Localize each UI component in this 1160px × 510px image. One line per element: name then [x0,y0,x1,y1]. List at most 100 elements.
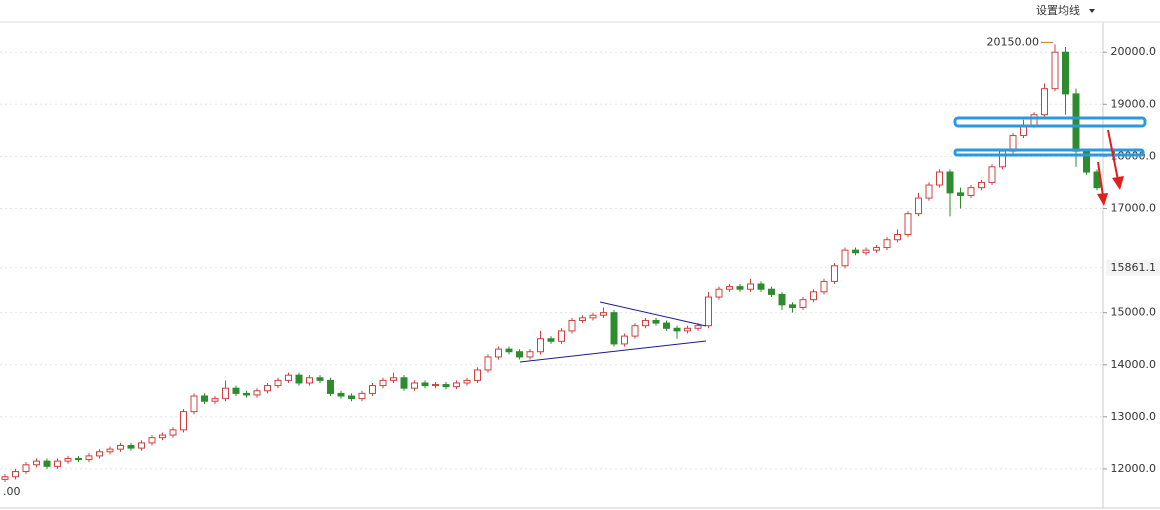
candle-body [348,395,355,400]
candle-body [453,382,460,388]
candle-body [915,197,922,215]
candle-body [946,171,954,194]
candle-body [201,395,208,402]
arrow-head [1097,193,1108,206]
candle-body [642,319,649,327]
candle-body [799,299,807,308]
candle-body [274,379,282,387]
candle-body [54,460,61,467]
candle-body [726,286,733,290]
candle-body [159,434,166,439]
candle-body [316,377,324,381]
candle-body [295,374,303,384]
candle-body [306,377,313,384]
candle-body [1051,51,1059,90]
candle-body [190,395,198,413]
candle-body [516,351,523,358]
candle-body [841,249,849,267]
candle-body [379,379,387,387]
candle-body [222,387,229,400]
level-box [953,148,1145,157]
candle-body [925,184,933,199]
candle-body [211,398,219,402]
candle-body [138,442,145,449]
candle-body [127,444,135,449]
candle-body [736,286,744,290]
dropdown-caret[interactable] [1089,9,1095,13]
candle-body [337,392,345,397]
candle-body [967,187,975,196]
candle-body [873,247,880,251]
y-tick-label: 17000.0 [1111,201,1157,214]
candle-body [484,356,492,371]
candle-body [327,379,334,394]
candle-body [400,377,408,389]
candle-body [22,464,30,473]
candle-body [12,471,19,478]
y-tick-label: 14000.0 [1111,358,1157,371]
candle-body [463,379,471,384]
candle-body [789,304,796,308]
candle-body [589,314,597,319]
candle-body [558,330,565,342]
candle-body [505,348,513,353]
arrow [1097,161,1104,197]
candle-body [243,392,250,396]
level-box [953,116,1147,128]
candle-body [432,384,439,387]
candle-body [694,325,702,329]
y-tick-label: 20000.0 [1111,45,1157,58]
candle-body [264,385,271,392]
candle-body [43,460,51,467]
candle-body [526,351,534,358]
current-price-label: 15861.1 [1111,261,1157,274]
candle-body [684,327,691,332]
candle-body [96,451,103,457]
candle-body [757,283,765,290]
candle-body [411,382,418,389]
candle-body [33,460,40,466]
candle-body [285,374,292,381]
max-label: 20150.00 [987,35,1040,48]
candle-body [831,265,838,282]
candle-body [547,338,555,342]
candle-body [621,335,628,345]
candle-body [421,382,429,387]
candle-body [495,348,502,358]
candle-body [1030,114,1038,126]
candle-body [75,458,82,461]
candle-body [778,293,786,306]
candle-body [715,288,723,298]
candle-body [978,181,985,189]
ma-settings-button[interactable]: 设置均线 [1036,3,1080,17]
candle-body [169,429,177,436]
candle-body [852,249,859,254]
y-tick-label: 13000.0 [1111,410,1157,423]
candle-body [747,283,754,290]
candle-body [358,392,366,400]
candle-body [631,325,639,337]
min-label: .00 [3,485,21,498]
candle-body [810,291,817,301]
candle-body [253,390,261,396]
candle-body [1041,88,1048,116]
candle-body [390,377,397,381]
y-tick-label: 15000.0 [1111,306,1157,319]
y-tick-label: 19000.0 [1111,97,1157,110]
candle-body [474,369,481,381]
trend-line [519,340,707,363]
candle-body [232,387,240,394]
candle-body [568,319,576,332]
candle-body [106,448,114,453]
trend-line [599,301,707,327]
candle-body [442,384,450,388]
candle-body [1062,51,1069,95]
candle-body [610,312,618,345]
candle-body [369,385,376,394]
candle-body [117,444,124,450]
candle-body [64,458,72,462]
candle-body [936,171,943,186]
candle-body [904,213,912,236]
candle-body [883,239,891,249]
